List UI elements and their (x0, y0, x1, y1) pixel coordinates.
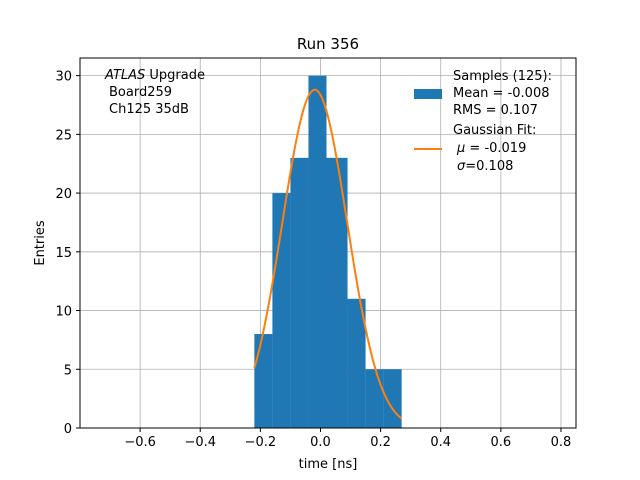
y-tick-label: 30 (55, 70, 72, 85)
histogram-bar (347, 298, 366, 428)
upgrade-label: Upgrade (145, 68, 205, 83)
y-axis-label: Entries (33, 220, 48, 266)
x-axis-label: time [ns] (299, 457, 358, 472)
annotation-channel: Ch125 35dB (109, 102, 189, 117)
atlas-label: ATLAS (104, 68, 145, 83)
gaussian-fit-curve (253, 88, 403, 420)
x-axis-ticks: −0.6 −0.4 −0.2 0.0 0.2 0.4 0.6 0.8 (124, 428, 571, 450)
x-tick-label: −0.6 (124, 435, 156, 450)
histogram-bar (365, 369, 384, 428)
legend-fit-mu: μ = -0.019 (456, 141, 526, 156)
legend-hist-rms: RMS = 0.107 (453, 103, 538, 118)
histogram-bar (290, 157, 309, 429)
annotation-line-1: ATLAS Upgrade (104, 68, 205, 83)
mu-symbol: μ (456, 141, 465, 156)
histogram-bar (254, 334, 273, 428)
y-tick-label: 0 (64, 422, 72, 437)
x-tick-label: 0.0 (310, 435, 331, 450)
y-tick-label: 20 (55, 187, 72, 202)
fit-line (253, 88, 403, 420)
histogram-bar (326, 157, 348, 429)
legend-hist-mean: Mean = -0.008 (453, 86, 549, 101)
y-tick-label: 5 (64, 363, 72, 378)
x-tick-label: −0.2 (245, 435, 277, 450)
x-tick-label: 0.4 (430, 435, 451, 450)
mu-value: = -0.019 (465, 141, 526, 156)
x-tick-label: 0.2 (370, 435, 391, 450)
y-axis-ticks: 0 5 10 15 20 25 30 (55, 70, 80, 437)
y-tick-label: 25 (55, 128, 72, 143)
annotation-board: Board259 (109, 85, 172, 100)
x-tick-label: −0.4 (184, 435, 216, 450)
sigma-value: =0.108 (465, 159, 513, 174)
legend-fit-sigma: σ=0.108 (457, 159, 513, 174)
atlas-annotation: ATLAS Upgrade Board259 Ch125 35dB (104, 68, 205, 117)
legend: Samples (125): Mean = -0.008 RMS = 0.107… (414, 69, 552, 174)
x-tick-label: 0.6 (491, 435, 512, 450)
legend-hist-swatch (414, 89, 442, 99)
plot-frame (79, 57, 577, 429)
y-tick-label: 15 (55, 246, 72, 261)
x-tick-label: 0.8 (551, 435, 572, 450)
sigma-symbol: σ (457, 159, 466, 174)
y-tick-label: 10 (55, 305, 72, 320)
histogram-bar (308, 75, 327, 428)
legend-hist-title: Samples (125): (453, 69, 552, 84)
chart-title: Run 356 (297, 35, 359, 53)
legend-fit-title: Gaussian Fit: (453, 123, 536, 138)
